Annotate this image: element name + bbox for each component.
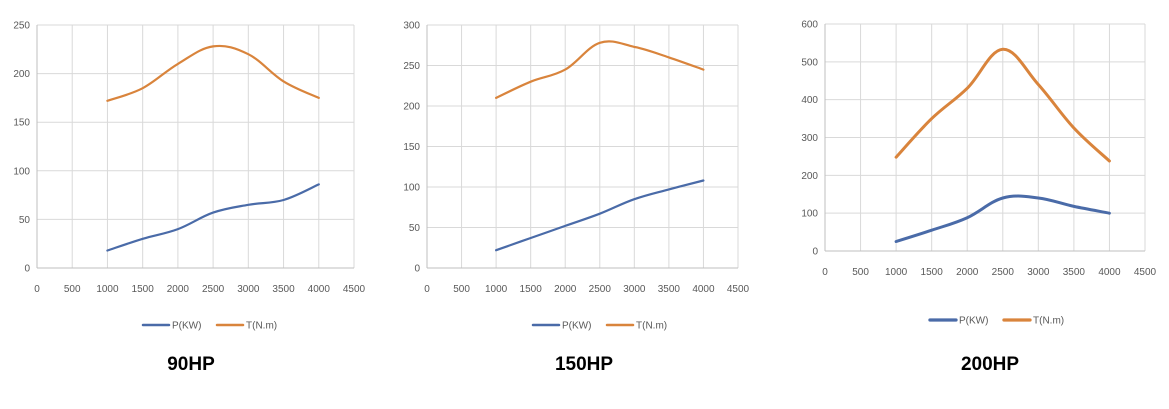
x-tick-label: 0 xyxy=(34,284,40,295)
x-tick-label: 500 xyxy=(453,284,470,295)
legend-label-power: P(KW) xyxy=(172,321,201,332)
chart-panel-90hp: 0 50 100 150 200 250 0 500 1000 1500 2000 2500 3000 3… xyxy=(0,0,380,409)
x-tick-label: 4500 xyxy=(343,284,366,295)
x-tick-label: 1500 xyxy=(132,284,155,295)
y-tick-label: 250 xyxy=(13,21,30,32)
y-tick-label: 500 xyxy=(801,57,818,68)
x-tick-label: 3500 xyxy=(1063,267,1086,278)
y-tick-label: 300 xyxy=(403,21,420,32)
x-tick-label: 1000 xyxy=(885,267,908,278)
x-tick-label: 0 xyxy=(424,284,430,295)
legend-label-torque: T(N.m) xyxy=(246,321,277,332)
x-tick-label: 3000 xyxy=(1027,267,1050,278)
y-tick-label: 0 xyxy=(24,264,30,275)
x-tick-label: 1500 xyxy=(921,267,944,278)
x-tick-label: 2500 xyxy=(202,284,225,295)
x-tick-label: 0 xyxy=(822,267,828,278)
y-tick-label: 100 xyxy=(403,183,420,194)
y-tick-label: 250 xyxy=(403,61,420,72)
y-tick-label: 200 xyxy=(13,69,30,80)
x-tick-label: 2000 xyxy=(956,267,979,278)
x-tick-label: 3500 xyxy=(272,284,295,295)
x-tick-label: 1000 xyxy=(96,284,119,295)
series-line-torque xyxy=(894,47,1111,163)
x-tick-label: 3500 xyxy=(658,284,681,295)
x-tick-label: 3000 xyxy=(237,284,260,295)
x-tick-label: 500 xyxy=(852,267,869,278)
chart-panel-150hp: 0 50 100 150 200 250 300 0 500 1000 1500 2000 2500 30… xyxy=(390,0,770,409)
chart-panel-200hp: 0 100 200 300 400 500 600 0 500 1000 1500 2000 2500 3… xyxy=(780,0,1169,409)
series-line-torque xyxy=(495,40,705,99)
series-line-power xyxy=(894,194,1111,243)
x-tick-label: 2000 xyxy=(167,284,190,295)
x-tick-label: 4000 xyxy=(692,284,715,295)
x-tick-label: 4000 xyxy=(308,284,331,295)
y-tick-label: 50 xyxy=(19,215,31,226)
series-line-torque xyxy=(106,44,320,102)
x-tick-label: 2500 xyxy=(589,284,612,295)
x-tick-label: 1500 xyxy=(520,284,543,295)
series-line-power xyxy=(106,183,320,252)
legend-label-power: P(KW) xyxy=(562,321,591,332)
y-tick-label: 200 xyxy=(403,102,420,113)
y-tick-label: 300 xyxy=(801,133,818,144)
y-tick-label: 100 xyxy=(13,166,30,177)
series-line-power xyxy=(495,179,705,252)
legend-label-torque: T(N.m) xyxy=(1033,316,1064,327)
y-tick-label: 0 xyxy=(414,264,420,275)
y-tick-label: 400 xyxy=(801,95,818,106)
y-tick-label: 600 xyxy=(801,20,818,31)
legend-label-power: P(KW) xyxy=(959,316,988,327)
x-tick-label: 4500 xyxy=(1134,267,1157,278)
x-tick-label: 4000 xyxy=(1098,267,1121,278)
x-tick-label: 2000 xyxy=(554,284,577,295)
chart-caption-200hp: 200HP xyxy=(960,354,1020,375)
y-tick-label: 200 xyxy=(801,171,818,182)
chart-caption-150hp: 150HP xyxy=(554,354,614,375)
x-tick-label: 3000 xyxy=(623,284,646,295)
x-tick-label: 4500 xyxy=(727,284,750,295)
y-tick-label: 50 xyxy=(409,223,421,234)
chart-200hp: 0 100 200 300 400 500 600 0 500 1000 1500 2000 2500 3… xyxy=(801,20,1157,327)
x-tick-label: 1000 xyxy=(485,284,508,295)
legend-label-torque: T(N.m) xyxy=(636,321,667,332)
y-tick-label: 0 xyxy=(812,247,818,258)
x-tick-label: 500 xyxy=(64,284,81,295)
x-tick-label: 2500 xyxy=(992,267,1015,278)
y-tick-label: 150 xyxy=(13,118,30,129)
y-tick-label: 150 xyxy=(403,142,420,153)
y-tick-label: 100 xyxy=(801,209,818,220)
chart-caption-90hp: 90HP xyxy=(167,354,215,375)
